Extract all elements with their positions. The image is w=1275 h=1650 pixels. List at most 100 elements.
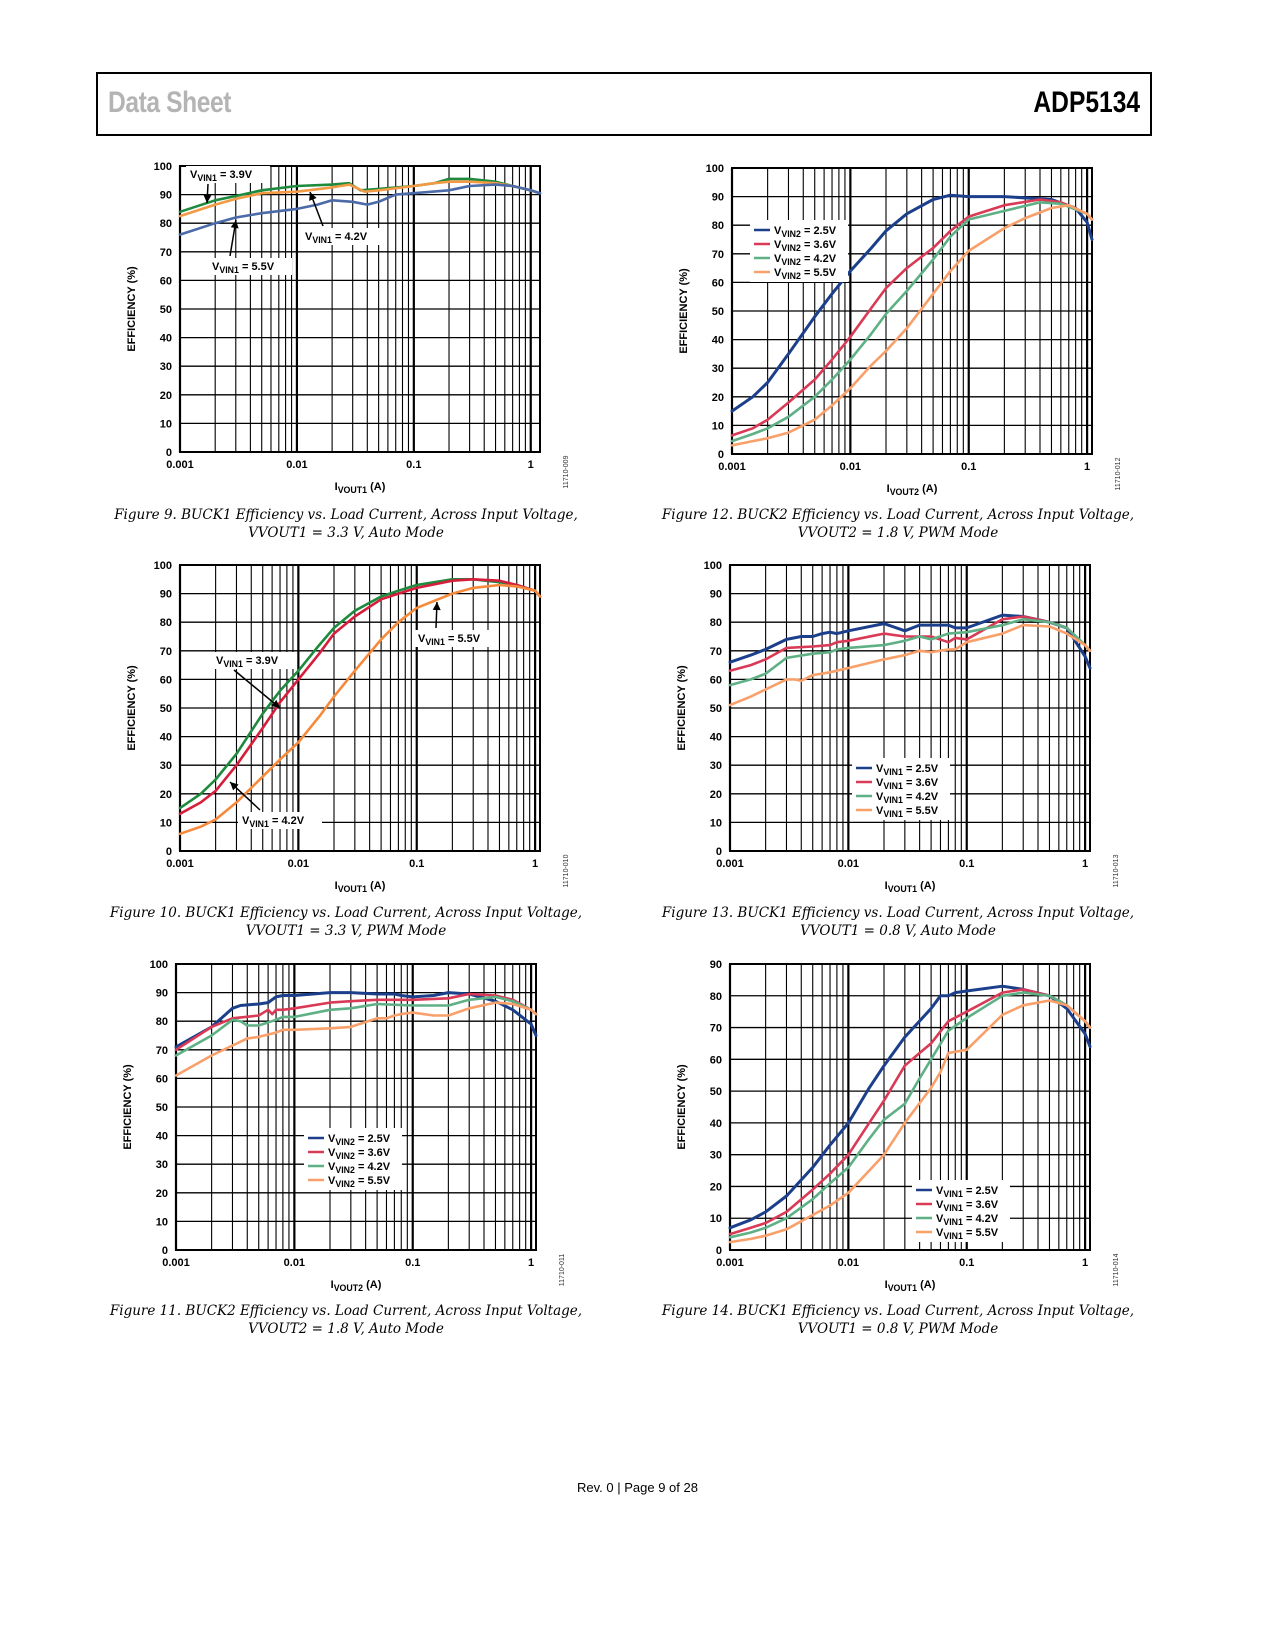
y-tick-label: 70 bbox=[160, 247, 172, 259]
chart-svg: 0 10 20 30 40 50 60 70 80 90 100 0.001 0.01 0.1 1 IVOUT… bbox=[122, 959, 566, 1293]
y-tick-label: 40 bbox=[712, 335, 724, 347]
annotation-label: VVIN1 = 4.2V bbox=[242, 815, 305, 829]
header-title-right: ADP5134 bbox=[1033, 86, 1140, 119]
y-axis-label: EFFICIENCY (%) bbox=[676, 1064, 688, 1150]
figure-11-caption: Figure 11. BUCK2 Efficiency vs. Load Cur… bbox=[66, 1302, 626, 1338]
x-tick-label: 0.001 bbox=[716, 858, 744, 870]
caption-line-2: VVOUT2 = 1.8 V, Auto Mode bbox=[248, 1321, 444, 1337]
caption-line-1: Figure 10. BUCK1 Efficiency vs. Load Cur… bbox=[109, 905, 583, 921]
annotation-background bbox=[414, 630, 498, 647]
figure-code: 11710-009 bbox=[563, 455, 570, 488]
annotation-arrow-head-icon bbox=[432, 602, 441, 611]
x-tick-label: 0.001 bbox=[166, 459, 194, 471]
annotation-background bbox=[186, 166, 270, 183]
x-tick-label: 0.001 bbox=[718, 461, 746, 473]
y-tick-label: 70 bbox=[156, 1045, 168, 1057]
y-tick-label: 60 bbox=[156, 1073, 168, 1085]
annotation-label: VVIN1 = 3.9V bbox=[216, 655, 279, 669]
figure-10-caption: Figure 10. BUCK1 Efficiency vs. Load Cur… bbox=[66, 904, 626, 940]
legend-entry: VVIN1 = 5.5V bbox=[936, 1227, 999, 1241]
annotation-arrow-head-icon bbox=[230, 782, 239, 791]
y-tick-label: 90 bbox=[156, 988, 168, 1000]
plot-frame bbox=[175, 963, 537, 1251]
figure-code: 11710-014 bbox=[1113, 1253, 1120, 1286]
y-tick-label: 100 bbox=[704, 560, 722, 572]
y-tick-label: 20 bbox=[712, 392, 724, 404]
y-tick-label: 10 bbox=[160, 418, 172, 430]
y-tick-label: 80 bbox=[156, 1016, 168, 1028]
x-tick-label: 0.01 bbox=[838, 1257, 859, 1269]
x-tick-label: 1 bbox=[528, 459, 534, 471]
y-tick-label: 40 bbox=[160, 333, 172, 345]
x-tick-label: 0.01 bbox=[286, 459, 307, 471]
y-tick-label: 90 bbox=[712, 192, 724, 204]
y-tick-label: 20 bbox=[710, 789, 722, 801]
y-tick-label: 100 bbox=[154, 560, 172, 572]
caption-line-1: Figure 11. BUCK2 Efficiency vs. Load Cur… bbox=[109, 1303, 583, 1319]
y-tick-label: 10 bbox=[712, 420, 724, 432]
y-tick-label: 80 bbox=[160, 617, 172, 629]
x-tick-label: 0.001 bbox=[716, 1257, 744, 1269]
annotation: VVIN1 = 3.9V bbox=[212, 652, 296, 709]
y-axis-label: EFFICIENCY (%) bbox=[676, 665, 688, 751]
annotation-label: VVIN1 = 5.5V bbox=[418, 633, 481, 647]
y-tick-label: 40 bbox=[160, 732, 172, 744]
y-tick-label: 50 bbox=[710, 703, 722, 715]
y-axis-label: EFFICIENCY (%) bbox=[122, 1064, 134, 1150]
y-tick-label: 30 bbox=[156, 1159, 168, 1171]
annotation: VVIN1 = 4.2V bbox=[301, 191, 385, 245]
caption-line-1: Figure 12. BUCK2 Efficiency vs. Load Cur… bbox=[661, 507, 1135, 523]
y-tick-label: 60 bbox=[160, 674, 172, 686]
y-axis-label: EFFICIENCY (%) bbox=[126, 266, 138, 352]
figure-10: 0 10 20 30 40 50 60 70 80 90 100 0.001 0.01 0.1 1 IVOUT… bbox=[120, 550, 640, 940]
legend-entry: VVIN2 = 5.5V bbox=[774, 267, 837, 281]
x-axis-label: IVOUT2 (A) bbox=[887, 483, 938, 497]
page-header: Data Sheet ADP5134 bbox=[96, 72, 1152, 136]
y-tick-label: 70 bbox=[710, 1023, 722, 1035]
x-axis-label: IVOUT1 (A) bbox=[885, 880, 936, 894]
y-tick-label: 20 bbox=[160, 390, 172, 402]
series-line-2 bbox=[174, 995, 538, 1057]
caption-line-2: VVOUT1 = 3.3 V, Auto Mode bbox=[248, 525, 444, 541]
x-axis-label: IVOUT2 (A) bbox=[331, 1279, 382, 1293]
annotation-background bbox=[208, 258, 292, 275]
chart-svg: 0 10 20 30 40 50 60 70 80 90 100 0.001 0.01 0.1 1 IVOUT… bbox=[126, 560, 570, 894]
y-tick-label: 20 bbox=[710, 1181, 722, 1193]
y-tick-label: 0 bbox=[162, 1245, 168, 1257]
grid bbox=[728, 963, 1090, 1251]
caption-line-2: VVOUT1 = 0.8 V, PWM Mode bbox=[797, 1321, 999, 1337]
plot-frame bbox=[179, 564, 541, 852]
header-title-left: Data Sheet bbox=[108, 86, 232, 119]
annotation: VVIN1 = 5.5V bbox=[414, 601, 498, 647]
series-line-1 bbox=[730, 198, 1094, 437]
series-line-2 bbox=[730, 200, 1094, 443]
series-line-3 bbox=[174, 1001, 538, 1077]
chart-svg: 0 10 20 30 40 50 60 70 80 90 100 0.001 0.01 0.1 1 IVOUT… bbox=[126, 161, 570, 495]
y-tick-label: 90 bbox=[160, 589, 172, 601]
y-tick-label: 60 bbox=[710, 1054, 722, 1066]
annotation-label: VVIN1 = 4.2V bbox=[305, 231, 368, 245]
annotation-arrow-head-icon bbox=[309, 192, 317, 201]
y-tick-label: 0 bbox=[166, 447, 172, 459]
y-tick-label: 80 bbox=[710, 991, 722, 1003]
legend-entry: VVIN2 = 4.2V bbox=[328, 1161, 391, 1175]
legend-entry: VVIN1 = 2.5V bbox=[876, 763, 939, 777]
legend-entry: VVIN2 = 5.5V bbox=[328, 1175, 391, 1189]
x-tick-label: 0.01 bbox=[284, 1257, 305, 1269]
annotation: VVIN1 = 4.2V bbox=[229, 781, 322, 829]
y-tick-label: 80 bbox=[160, 218, 172, 230]
plot-frame bbox=[179, 165, 541, 453]
caption-line-1: Figure 13. BUCK1 Efficiency vs. Load Cur… bbox=[661, 905, 1135, 921]
figure-14-caption: Figure 14. BUCK1 Efficiency vs. Load Cur… bbox=[618, 1302, 1178, 1338]
y-tick-label: 60 bbox=[712, 277, 724, 289]
x-tick-label: 0.001 bbox=[162, 1257, 190, 1269]
y-tick-label: 30 bbox=[160, 760, 172, 772]
x-tick-label: 0.1 bbox=[959, 1257, 974, 1269]
series-line-2 bbox=[728, 618, 1092, 687]
page-footer: Rev. 0 | Page 9 of 28 bbox=[577, 1480, 698, 1495]
figure-9: 0 10 20 30 40 50 60 70 80 90 100 0.001 0.01 0.1 1 IVOUT… bbox=[120, 150, 640, 540]
y-tick-label: 40 bbox=[710, 1118, 722, 1130]
legend-entry: VVIN1 = 3.6V bbox=[936, 1199, 999, 1213]
x-tick-label: 0.1 bbox=[409, 858, 424, 870]
